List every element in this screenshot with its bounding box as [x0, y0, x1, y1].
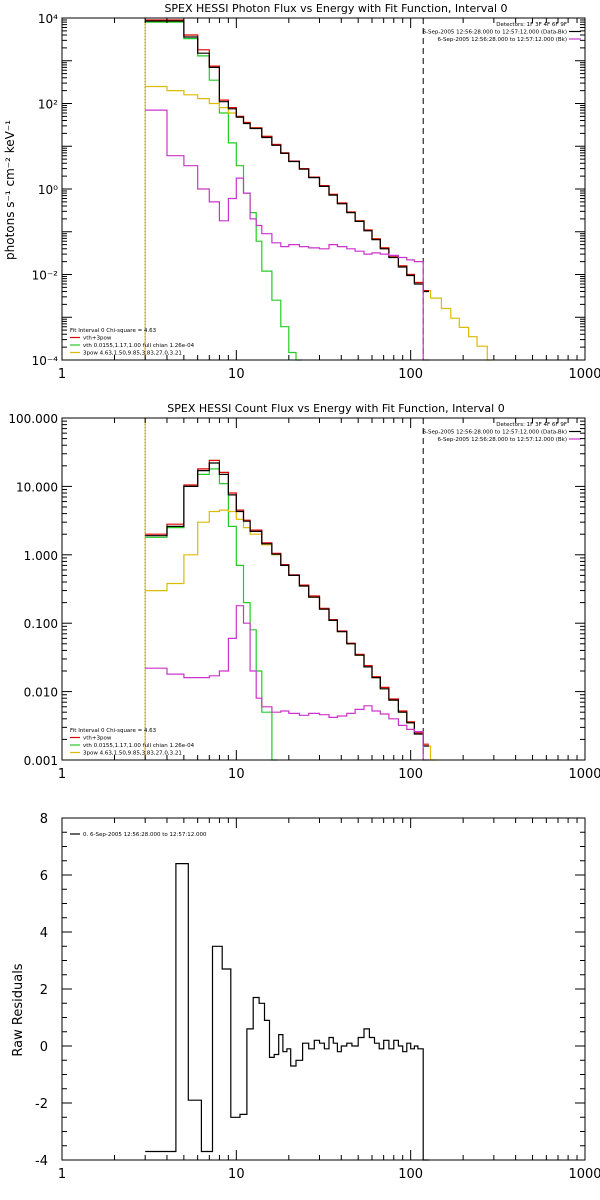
residuals-series [145, 863, 429, 1161]
count-flux-reference-lines [144, 418, 424, 760]
x-tick-label: 1 [58, 367, 66, 382]
y-tick-label: 2 [40, 983, 48, 998]
series-line-0 [145, 863, 429, 1161]
y-tick-label: -4 [35, 1154, 48, 1169]
residuals-axes [61, 817, 586, 1161]
legend-entry: Fit Interval 0 Chi-square = 4.63 [70, 328, 157, 334]
legend-entry: Detectors: 1F 3F 4F 6F 9F [496, 22, 567, 28]
x-tick-label: 1000 [568, 367, 600, 382]
photon-flux-panel: SPEX HESSI Photon Flux vs Energy with Fi… [3, 2, 600, 382]
y-tick-label: 0.001 [24, 754, 58, 768]
count-flux-title: SPEX HESSI Count Flux vs Energy with Fit… [167, 402, 504, 415]
y-tick-label: 10.000 [16, 480, 58, 494]
legend-entry: 6-Sep-2005 12:56:28.000 to 12:57:12.000 … [438, 37, 568, 43]
x-tick-label: 10 [228, 767, 245, 782]
x-tick-label: 1 [58, 1167, 66, 1182]
legend-entry: vth+3pow [83, 736, 112, 742]
y-tick-label: 4 [40, 926, 48, 941]
series-line-4 [145, 109, 429, 361]
photon-flux-axes [61, 17, 586, 361]
legend-entry: 6-Sep-2005 12:56:28.000 to 12:57:12.000 … [423, 430, 567, 436]
count-flux-panel: SPEX HESSI Count Flux vs Energy with Fit… [8, 402, 600, 782]
series-line-3 [145, 462, 429, 747]
y-tick-label: 8 [40, 812, 48, 827]
residuals-panel: Raw Residuals 1 10 100 1000 -4 -2 0 2 4 6 8 0. 6-S… [11, 812, 600, 1182]
x-tick-label: 100 [398, 367, 423, 382]
x-tick-label: 1000 [568, 1167, 600, 1182]
photon-flux-ylabel: photons s⁻¹ cm⁻² keV⁻¹ [3, 120, 17, 260]
y-tick-label: 10⁰ [38, 183, 58, 197]
y-tick-label: 0 [40, 1040, 48, 1055]
y-tick-label: 0.010 [24, 686, 58, 700]
legend-entry: vth 0.0155,1.17,1.00 full chian 1.26e-04 [83, 743, 195, 749]
x-tick-label: 100 [398, 1167, 423, 1182]
legend-entry: 3pow 4.63,1.50,9.85,3.83,27.0,3.21 [83, 351, 182, 357]
legend-entry: 6-Sep-2005 12:56:28.000 to 12:57:12.000 … [438, 437, 568, 443]
legend-entry: vth 0.0155,1.17,1.00 full chian 1.26e-04 [83, 343, 195, 349]
photon-flux-series [145, 19, 494, 361]
y-tick-label: 10⁻⁴ [32, 354, 59, 368]
x-tick-label: 10 [228, 1167, 245, 1182]
y-tick-label: 0.100 [24, 617, 58, 631]
residuals-legends: 0. 6-Sep-2005 12:56:28.000 to 12:57:12.0… [70, 832, 207, 838]
photon-flux-title: SPEX HESSI Photon Flux vs Energy with Fi… [164, 2, 507, 15]
y-tick-label: 6 [40, 869, 48, 884]
y-tick-label: 100.000 [8, 412, 58, 426]
y-tick-label: 1.000 [24, 549, 58, 563]
y-tick-label: -2 [35, 1097, 48, 1112]
x-tick-label: 100 [398, 767, 423, 782]
count-flux-axes [61, 417, 586, 761]
x-tick-label: 1000 [568, 767, 600, 782]
legend-entry: vth+3pow [83, 336, 112, 342]
count-flux-tick-labels: 1 10 100 1000 0.001 0.010 0.100 1.000 10.000 100.… [8, 412, 600, 782]
count-flux-legends: Detectors: 1F 3F 4F 6F 9F 6-Sep-2005 12:5… [70, 422, 581, 757]
legend-entry: Fit Interval 0 Chi-square = 4.63 [70, 728, 157, 734]
count-flux-series [145, 459, 437, 761]
y-tick-label: 10² [38, 98, 58, 112]
legend-entry: 6-Sep-2005 12:56:28.000 to 12:57:12.000 … [423, 30, 567, 36]
legend-entry: 3pow 4.63,1.50,9.85,3.83,27.0,3.21 [83, 751, 182, 757]
legend-entry: 0. 6-Sep-2005 12:56:28.000 to 12:57:12.0… [83, 832, 207, 838]
photon-flux-legends: Detectors: 1F 3F 4F 6F 9F 6-Sep-2005 12:5… [70, 22, 581, 357]
y-tick-label: 10⁻² [32, 269, 59, 283]
x-tick-label: 10 [228, 367, 245, 382]
photon-flux-tick-labels: 1 10 100 1000 10⁻⁴ 10⁻² 10⁰ 10² 10⁴ [32, 12, 600, 382]
plot-frame [61, 417, 586, 761]
legend-entry: Detectors: 1F 3F 4F 6F 9F [496, 422, 567, 428]
residuals-tick-labels: 1 10 100 1000 -4 -2 0 2 4 6 8 [35, 812, 600, 1182]
x-tick-label: 1 [58, 767, 66, 782]
y-tick-label: 10⁴ [38, 12, 58, 26]
residuals-ylabel: Raw Residuals [11, 963, 26, 1056]
series-line-4 [145, 605, 429, 761]
